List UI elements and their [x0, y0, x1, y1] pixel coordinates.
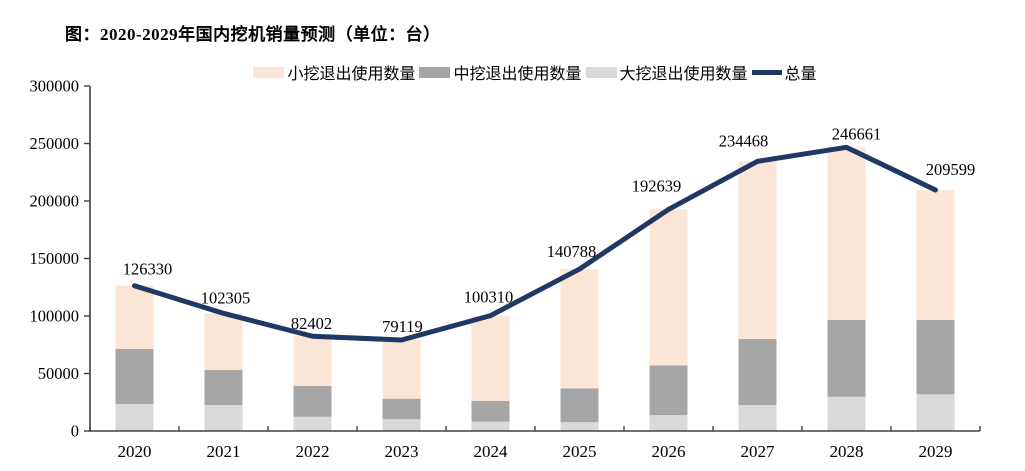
- bar-segment-1-2022: [293, 386, 332, 417]
- bar-segment-2-2029: [916, 394, 955, 431]
- bar-segment-0-2021: [204, 313, 243, 371]
- bar-segment-2-2026: [649, 415, 688, 431]
- bar-segment-2-2020: [115, 403, 154, 431]
- bar-segment-1-2021: [204, 370, 243, 406]
- bar-segment-0-2023: [382, 340, 421, 399]
- legend-label: 大挖退出使用数量: [619, 66, 748, 83]
- x-category-label: 2022: [296, 442, 330, 461]
- bar-segment-1-2028: [827, 320, 866, 397]
- legend-item-2: 大挖退出使用数量: [585, 60, 748, 84]
- x-category-label: 2026: [652, 442, 686, 461]
- y-tick-label: 200000: [30, 192, 80, 211]
- data-label: 140788: [547, 242, 597, 261]
- legend-line-swatch: [751, 69, 782, 75]
- legend-swatch: [585, 66, 617, 78]
- bar-segment-2-2021: [204, 405, 243, 431]
- x-category-label: 2025: [563, 442, 597, 461]
- bar-segment-1-2026: [649, 365, 688, 416]
- bar-segment-2-2023: [382, 419, 421, 431]
- data-label: 246661: [832, 124, 882, 143]
- bar-segment-0-2025: [560, 269, 599, 389]
- chart-title: 图：2020-2029年国内挖机销量预测（单位：台）: [65, 25, 441, 44]
- chart-legend: 小挖退出使用数量 中挖退出使用数量 大挖退出使用数量 总量: [90, 61, 980, 83]
- data-label: 100310: [464, 288, 514, 307]
- x-category-label: 2027: [741, 442, 776, 461]
- y-tick-label: 150000: [30, 249, 80, 268]
- bar-segment-2-2025: [560, 422, 599, 431]
- bar-segment-2-2028: [827, 396, 866, 431]
- bar-segment-1-2029: [916, 320, 955, 395]
- bar-segment-0-2024: [471, 315, 510, 401]
- legend-item-1: 中挖退出使用数量: [419, 60, 582, 84]
- data-label: 79119: [382, 317, 423, 336]
- x-category-label: 2021: [207, 442, 241, 461]
- data-label: 82402: [291, 314, 332, 333]
- y-tick-label: 0: [71, 422, 79, 441]
- x-category-label: 2028: [830, 442, 864, 461]
- x-category-label: 2024: [474, 442, 509, 461]
- bar-segment-2-2027: [738, 405, 777, 431]
- data-label: 234468: [719, 131, 769, 150]
- y-tick-label: 100000: [30, 307, 80, 326]
- bar-segment-1-2024: [471, 400, 510, 422]
- x-category-label: 2029: [919, 442, 953, 461]
- bar-segment-1-2025: [560, 388, 599, 423]
- bar-segment-0-2026: [649, 209, 688, 366]
- y-tick-label: 250000: [30, 134, 80, 153]
- x-category-label: 2023: [385, 442, 419, 461]
- legend-swatch: [419, 66, 451, 78]
- x-category-label: 2020: [118, 442, 152, 461]
- bar-segment-1-2020: [115, 349, 154, 404]
- bar-segment-0-2020: [115, 285, 154, 350]
- legend-label: 小挖退出使用数量: [287, 66, 416, 83]
- bar-segment-0-2028: [827, 147, 866, 321]
- bar-segment-1-2023: [382, 398, 421, 420]
- data-label: 192639: [632, 176, 682, 195]
- legend-label: 总量: [784, 66, 817, 83]
- y-tick-label: 50000: [38, 364, 79, 383]
- bar-segment-0-2022: [293, 336, 332, 387]
- total-line: [132, 144, 938, 343]
- bar-segment-0-2027: [738, 161, 777, 339]
- data-label: 102305: [201, 288, 251, 307]
- legend-swatch: [253, 66, 285, 78]
- bar-segment-2-2024: [471, 421, 510, 431]
- data-label: 209599: [926, 160, 976, 179]
- legend-item-3: 总量: [751, 60, 817, 84]
- bar-segment-1-2027: [738, 339, 777, 406]
- legend-label: 中挖退出使用数量: [453, 66, 582, 83]
- y-tick-label: 300000: [30, 77, 80, 96]
- legend-item-0: 小挖退出使用数量: [253, 60, 415, 84]
- data-label: 126330: [123, 260, 173, 279]
- bar-segment-0-2029: [916, 189, 955, 321]
- bar-segment-2-2022: [293, 416, 332, 431]
